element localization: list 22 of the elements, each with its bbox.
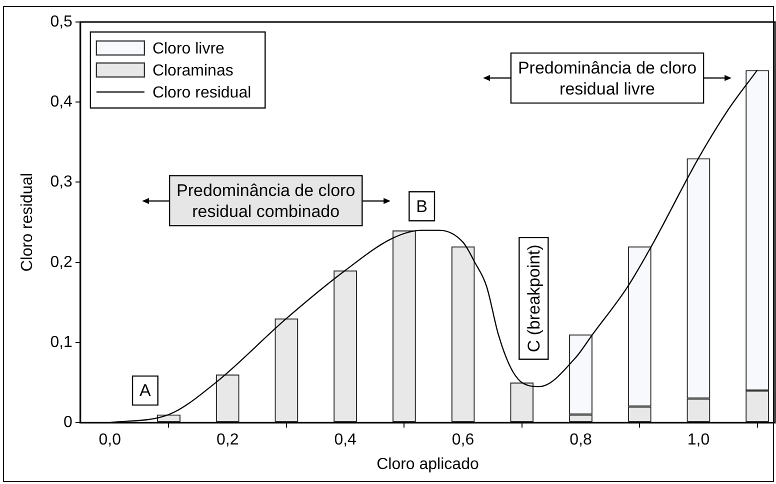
annotation: C (breakpoint) bbox=[524, 244, 544, 352]
y-tick-label: 0 bbox=[64, 414, 73, 432]
legend-label: Cloro livre bbox=[152, 40, 225, 58]
y-tick-label: 0,3 bbox=[50, 174, 73, 191]
y-axis-title: Cloro residual bbox=[19, 172, 36, 272]
x-tick-label: 0,0 bbox=[98, 432, 122, 449]
annotation: Predominância de cloro residual combinado bbox=[176, 180, 356, 221]
y-tick-label: 0,4 bbox=[50, 94, 73, 111]
x-tick-label: 0,4 bbox=[334, 432, 357, 449]
y-tick-label: 0,1 bbox=[50, 334, 73, 351]
y-tick-label: 0,5 bbox=[50, 13, 73, 30]
x-tick-label: 0,8 bbox=[570, 432, 592, 449]
annotation: B bbox=[416, 196, 428, 216]
x-axis-title: Cloro aplicado bbox=[376, 456, 479, 473]
x-tick-label: 1,0 bbox=[687, 432, 710, 449]
y-tick-label: 0,2 bbox=[50, 254, 73, 271]
legend-label: Cloraminas bbox=[152, 62, 234, 80]
x-tick-label: 0,2 bbox=[216, 432, 239, 449]
annotation: A bbox=[140, 381, 152, 400]
legend-label: Cloro residual bbox=[152, 84, 252, 102]
x-tick-label: 0,6 bbox=[452, 432, 474, 449]
annotation: Predominância de cloro residual livre bbox=[518, 58, 697, 98]
